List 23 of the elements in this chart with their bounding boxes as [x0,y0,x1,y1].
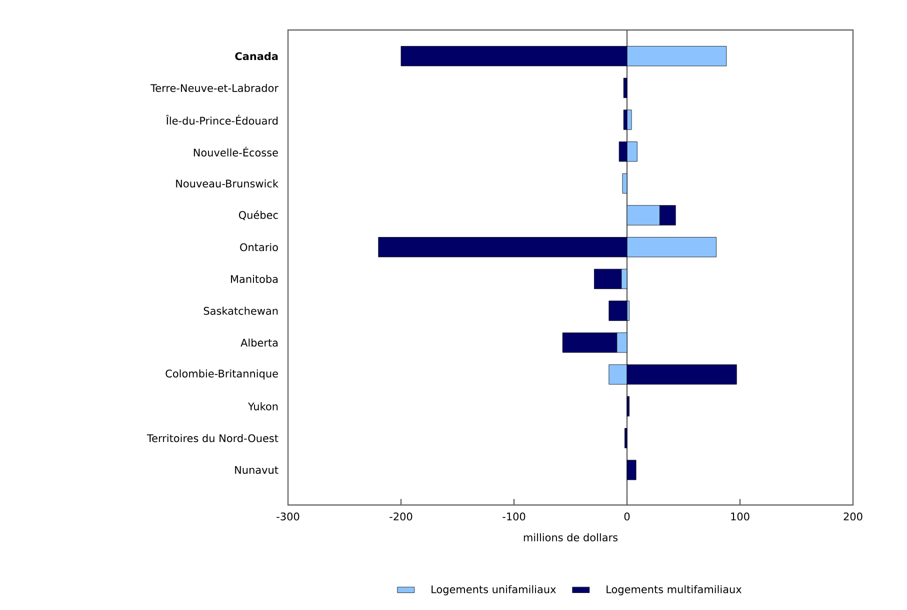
y-tick-label: Québec [238,210,278,220]
y-tick-label: Yukon [248,402,278,410]
y-tick-label: Saskatchewan [204,306,278,315]
x-tick-label: 100 [731,512,750,520]
y-tick-label: Alberta [240,338,278,347]
legend-label: Logements multifamiliaux [606,585,742,596]
x-axis-title: millions de dollars [524,533,618,542]
y-tick-label: Ontario [240,243,278,252]
y-tick-label: Île-du-Prince-Édouard [166,114,278,125]
y-tick-label: Canada [235,52,278,60]
y-tick-label: Nouveau-Brunswick [176,179,278,188]
legend-label: Logements unifamiliaux [432,585,556,596]
y-tick-label: Nouvelle-Écosse [194,146,278,157]
y-tick-label: Nunavut [235,466,278,474]
x-tick-label: -300 [276,512,300,520]
x-tick-label: 200 [844,512,862,520]
x-tick-label: -200 [390,512,412,520]
y-tick-label: Manitoba [230,274,278,283]
y-tick-label: Territoires du Nord-Ouest [146,434,278,442]
y-tick-label: Terre-Neuve-et-Labrador [150,84,278,92]
x-tick-label: 0 [624,512,630,520]
x-tick-label: -100 [502,512,526,520]
y-tick-label: Colombie-Britannique [166,369,278,380]
